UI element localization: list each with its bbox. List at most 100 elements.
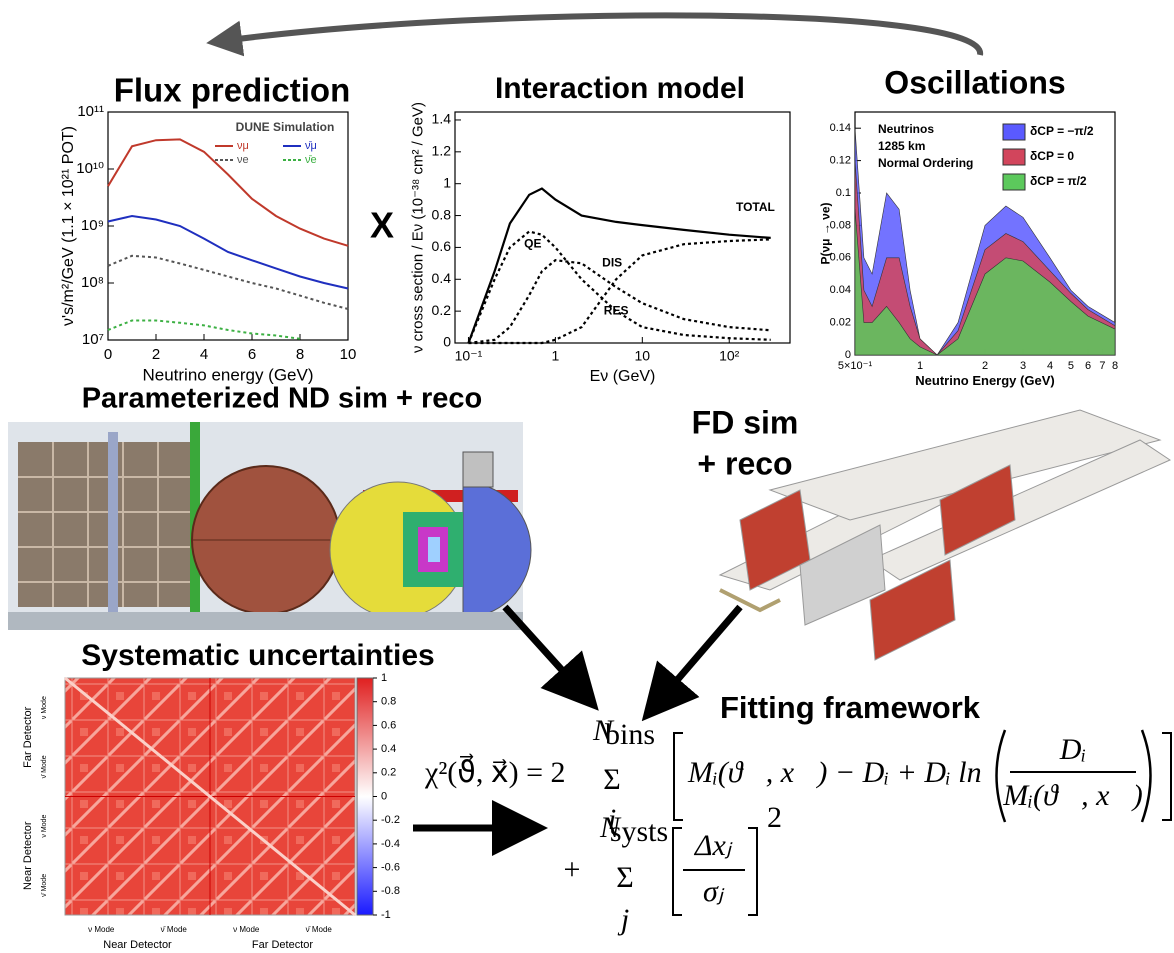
diagram: Flux prediction Interaction model Oscill… <box>0 0 1174 953</box>
axis-group-label: Near Detector <box>22 821 34 890</box>
exponent: 2 <box>767 801 782 834</box>
y-tick-label: 10⁸ <box>81 274 104 291</box>
sum-sign: Σ <box>603 763 620 796</box>
curve-label: TOTAL <box>736 200 775 214</box>
y-tick-label: 0 <box>845 349 851 361</box>
arrow <box>660 607 740 700</box>
y-tick-label: 10⁷ <box>82 331 104 348</box>
y-axis-label: ν cross section / Eν (10⁻³⁸ cm² / GeV) <box>410 102 427 353</box>
mode-label: ν Mode <box>233 925 260 934</box>
x-tick-label: 2 <box>982 360 988 372</box>
x-tick-label: 7 <box>1099 360 1105 372</box>
curve-label: QE <box>524 236 541 250</box>
colorbar-tick-label: -0.6 <box>381 862 400 874</box>
mode-label: ν̄ Mode <box>41 755 48 778</box>
x-tick-label: 3 <box>1020 360 1026 372</box>
formula-body: Mᵢ(ϑ⃗, x⃗) − Dᵢ + Dᵢ ln <box>687 756 982 789</box>
colorbar-tick-label: -0.8 <box>381 885 400 897</box>
mode-label: ν Mode <box>41 815 48 838</box>
flux-title: Flux prediction <box>114 72 351 109</box>
fraction-denominator: Mᵢ(ϑ⃗, x⃗) <box>1002 779 1142 812</box>
x-tick-label: 2 <box>152 346 160 363</box>
y-axis-label: P(νμ → νe) <box>819 202 833 264</box>
legend-label: δCP = −π/2 <box>1030 124 1094 138</box>
axis-group-label: Near Detector <box>103 939 172 951</box>
legend-label: νμ <box>237 140 249 152</box>
nd-title: Parameterized ND sim + reco <box>82 383 483 415</box>
colorbar-tick-label: -0.2 <box>381 814 400 826</box>
curve <box>469 260 771 343</box>
axis-group-label: Far Detector <box>252 939 313 951</box>
legend-label: δCP = 0 <box>1030 149 1074 163</box>
y-tick-label: 1.2 <box>432 143 452 159</box>
formula-lhs: χ²(ϑ⃗, x⃗) = 2 <box>424 753 566 788</box>
y-axis-label: ν's/m²/GeV (1.1 × 10²¹ POT) <box>60 126 77 326</box>
fraction-numerator: Dᵢ <box>1059 733 1086 766</box>
mode-label: ν̄ Mode <box>306 925 333 934</box>
y-tick-label: 1 <box>443 174 451 190</box>
y-tick-label: 0.2 <box>432 302 452 318</box>
x-tick-label: 10² <box>719 348 740 364</box>
colorbar-tick-label: 0.8 <box>381 696 396 708</box>
fraction-numerator: Δxⱼ <box>694 829 733 862</box>
colorbar <box>357 678 373 915</box>
times-sign: X <box>370 205 394 246</box>
x-tick-label: 4 <box>200 346 208 363</box>
fd-title: + reco <box>697 445 792 481</box>
annotation: Neutrinos <box>878 122 934 136</box>
y-tick-label: 0.6 <box>432 238 452 254</box>
legend-swatch <box>1003 124 1025 140</box>
y-tick-label: 0.04 <box>830 284 851 296</box>
fraction-denominator: σⱼ <box>703 875 725 908</box>
legend-title: DUNE Simulation <box>236 120 335 134</box>
sum-sign: Σ <box>616 861 633 894</box>
x-axis-label: Neutrino Energy (GeV) <box>915 373 1054 388</box>
curve <box>108 216 348 289</box>
legend-label: ν̄μ <box>305 140 317 152</box>
y-tick-label: 0.14 <box>830 122 851 134</box>
x-tick-label: 8 <box>1112 360 1118 372</box>
fitting-title: Fitting framework <box>720 690 981 725</box>
x-tick-label: 10 <box>340 346 357 363</box>
nd-drawing <box>8 422 531 630</box>
legend-label: ν̄e <box>305 154 317 166</box>
legend-swatch <box>1003 174 1025 190</box>
colorbar-tick-label: -1 <box>381 909 391 921</box>
sum-upper-sub: systs <box>610 815 668 848</box>
x-tick-label: 5×10⁻¹ <box>838 360 873 372</box>
annotation: Normal Ordering <box>878 156 973 170</box>
colorbar-tick-label: 0.4 <box>381 743 396 755</box>
formula: χ²(ϑ⃗, x⃗) = 2 Σ N bins i Mᵢ(ϑ⃗, x⃗) − D… <box>424 714 1171 936</box>
x-tick-label: 1 <box>551 348 559 364</box>
x-tick-label: 0 <box>104 346 112 363</box>
y-tick-label: 0.8 <box>432 206 452 222</box>
plus: + <box>564 853 581 886</box>
x-axis-label: Neutrino energy (GeV) <box>142 365 313 384</box>
curve-label: DIS <box>602 256 622 270</box>
y-tick-label: 0.4 <box>432 270 452 286</box>
x-tick-label: 10 <box>635 348 651 364</box>
feedback-arrow <box>230 15 980 55</box>
sum-upper-sub: bins <box>605 718 655 751</box>
mode-label: ν̄ Mode <box>41 874 48 897</box>
legend-swatch <box>1003 149 1025 165</box>
systematics-title: Systematic uncertainties <box>81 639 434 672</box>
mode-label: ν̄ Mode <box>161 925 188 934</box>
x-tick-label: 6 <box>1085 360 1091 372</box>
x-tick-label: 1 <box>917 360 923 372</box>
fd-title: FD sim <box>692 404 799 440</box>
x-tick-label: 8 <box>296 346 304 363</box>
x-tick-label: 6 <box>248 346 256 363</box>
x-tick-label: 4 <box>1047 360 1053 372</box>
legend-label: νe <box>237 154 249 166</box>
y-tick-label: 0.1 <box>836 187 851 199</box>
interaction-title: Interaction model <box>495 72 745 105</box>
y-tick-label: 1.4 <box>432 111 452 127</box>
colorbar-tick-label: 1 <box>381 672 387 684</box>
colorbar-tick-label: 0.6 <box>381 719 396 731</box>
curve <box>108 256 348 309</box>
y-tick-label: 0 <box>443 334 451 350</box>
x-tick-label: 10⁻¹ <box>455 348 483 364</box>
x-tick-label: 5 <box>1068 360 1074 372</box>
mode-label: ν Mode <box>41 696 48 719</box>
